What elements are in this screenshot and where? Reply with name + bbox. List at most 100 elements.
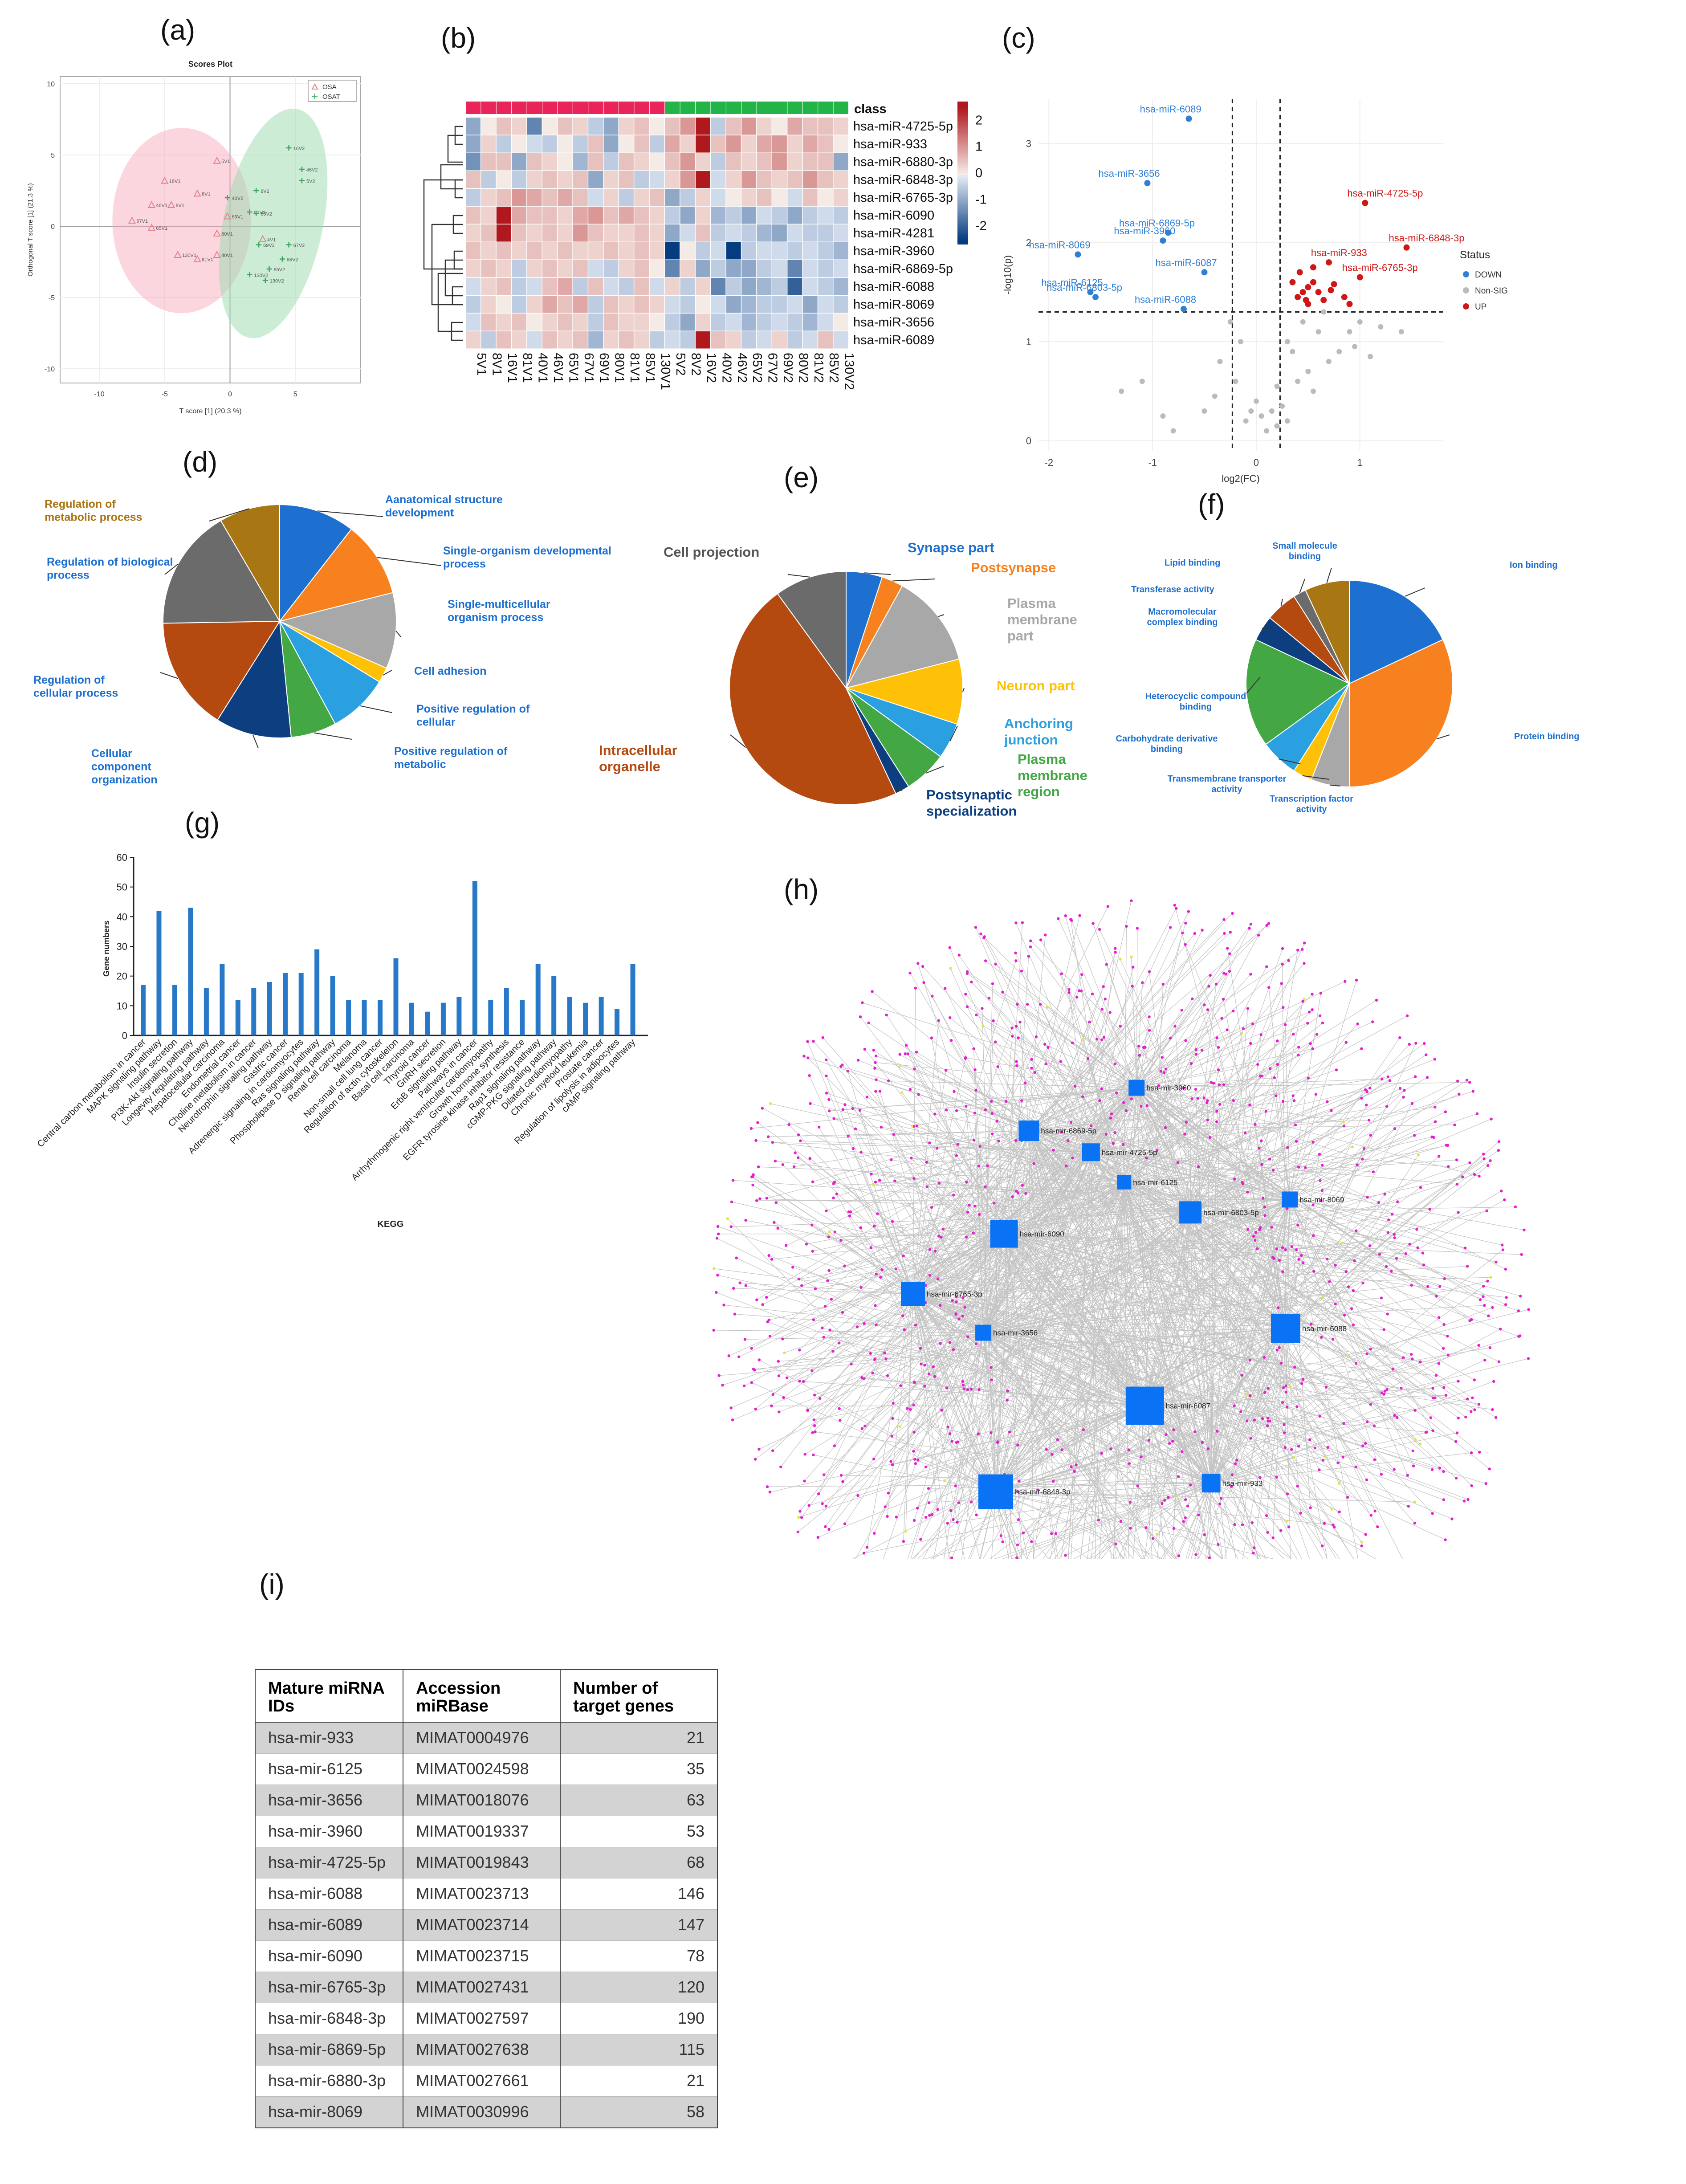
target-gene-node [1279, 1361, 1283, 1365]
target-gene-node [1051, 1453, 1054, 1456]
target-count-cell: 58 [560, 2096, 718, 2128]
y-tick-label: 60 [117, 852, 127, 863]
dendrogram-branch [437, 273, 463, 332]
hub-label: hsa-mir-6803-5p [1203, 1208, 1259, 1217]
target-gene-node [1144, 1046, 1147, 1049]
slice-label-line: activity [1212, 785, 1243, 795]
target-gene-node [1206, 1118, 1210, 1122]
target-gene-node [1380, 1391, 1384, 1395]
target-gene-node [802, 1055, 806, 1058]
class-cell [542, 102, 558, 114]
target-gene-node [1404, 1252, 1407, 1255]
target-gene-node [893, 1179, 896, 1182]
target-gene-node [1219, 1497, 1223, 1500]
target-gene-node [1261, 1197, 1265, 1200]
target-gene-node [1361, 1444, 1364, 1447]
target-gene-node [839, 1239, 843, 1242]
heatmap-cell [649, 260, 664, 277]
target-gene-node [912, 1430, 916, 1434]
target-gene-node [1208, 1136, 1212, 1139]
edge-lines [713, 900, 1529, 1559]
target-gene-node [1386, 1312, 1389, 1316]
heatmap-cell [542, 242, 557, 260]
up-point [1305, 301, 1311, 307]
bar [220, 964, 225, 1035]
scale-tick: -2 [975, 219, 987, 233]
target-gene-node [862, 1552, 866, 1555]
heatmap-cell [802, 189, 818, 206]
x-axis-label: KEGG [378, 1219, 404, 1229]
target-gene-node [1319, 991, 1323, 995]
target-gene-node [952, 1518, 955, 1521]
heatmap-cell [603, 207, 619, 224]
target-gene-node [1197, 1513, 1200, 1517]
legend-marker [1463, 287, 1469, 293]
scale-segment [957, 146, 968, 149]
heatmap-cell [558, 224, 573, 242]
target-gene-node [981, 1007, 984, 1010]
table-row: hsa-mir-4725-5p MIMAT0019843 68 [254, 1847, 718, 1878]
target-gene-node [1272, 1257, 1276, 1260]
target-gene-node [873, 1532, 876, 1535]
heatmap-cell [512, 242, 527, 260]
column-label: 130V1 [658, 353, 672, 390]
target-gene-node [750, 1381, 753, 1384]
target-gene-node [791, 1266, 794, 1269]
class-cell [649, 102, 665, 114]
target-gene-node [1267, 986, 1271, 989]
target-gene-node [1285, 1520, 1289, 1523]
target-gene-node [1478, 1451, 1481, 1454]
target-gene-node [1258, 1226, 1262, 1229]
heatmap-cell [833, 278, 848, 295]
scale-segment [957, 226, 968, 229]
target-gene-node [936, 1508, 939, 1511]
mirna-hub-node [990, 1220, 1018, 1248]
target-gene-node [1045, 1448, 1048, 1451]
target-gene-node [1311, 1008, 1314, 1011]
target-gene-node [827, 1098, 831, 1101]
volcano-plot: -2 -1 0 10123hsa-miR-6089hsa-miR-3656hsa-mi… [1002, 99, 1508, 484]
target-gene-node [1206, 1447, 1210, 1451]
target-gene-node [1203, 1533, 1206, 1536]
heatmap-cell [711, 135, 726, 153]
target-gene-node [931, 1513, 934, 1516]
scale-segment [957, 233, 968, 236]
target-gene-node [838, 1407, 841, 1410]
heatmap-cell [573, 278, 588, 295]
target-gene-node [832, 1117, 835, 1120]
target-gene-node [1342, 1125, 1346, 1128]
up-point [1328, 287, 1334, 293]
heatmap-cell [757, 224, 772, 242]
panel-label-c: (c) [1002, 22, 1035, 54]
target-gene-node [1431, 1387, 1434, 1390]
target-gene-node [1477, 1344, 1480, 1347]
target-gene-node [1075, 995, 1079, 999]
target-gene-node [1438, 1316, 1441, 1319]
target-gene-node [1491, 1306, 1494, 1309]
scale-segment [957, 126, 968, 129]
target-gene-node [1413, 1438, 1417, 1441]
heatmap-cell [466, 260, 481, 277]
target-gene-node [1413, 1134, 1416, 1137]
target-gene-node [1419, 1360, 1422, 1364]
target-gene-node [1161, 982, 1165, 986]
target-gene-node [914, 1324, 917, 1327]
slice-label-line: Intracellular [599, 742, 677, 758]
target-gene-node [1258, 1476, 1262, 1479]
target-gene-node [890, 1434, 893, 1438]
heatmap-cell [833, 207, 848, 224]
heatmap-cell [588, 118, 603, 135]
target-gene-node [765, 1197, 769, 1200]
nonsig-point [1378, 324, 1384, 330]
target-gene-node [879, 1275, 882, 1279]
target-gene-node [953, 1090, 956, 1093]
heatmap-cell [726, 296, 741, 313]
target-gene-node [863, 1047, 867, 1051]
heatmap-cell [512, 331, 527, 349]
column-label: 16V2 [704, 353, 718, 383]
heatmap-cell [787, 224, 802, 242]
scale-segment [957, 211, 968, 213]
target-gene-node [1414, 1075, 1417, 1078]
leader-line [788, 574, 810, 578]
